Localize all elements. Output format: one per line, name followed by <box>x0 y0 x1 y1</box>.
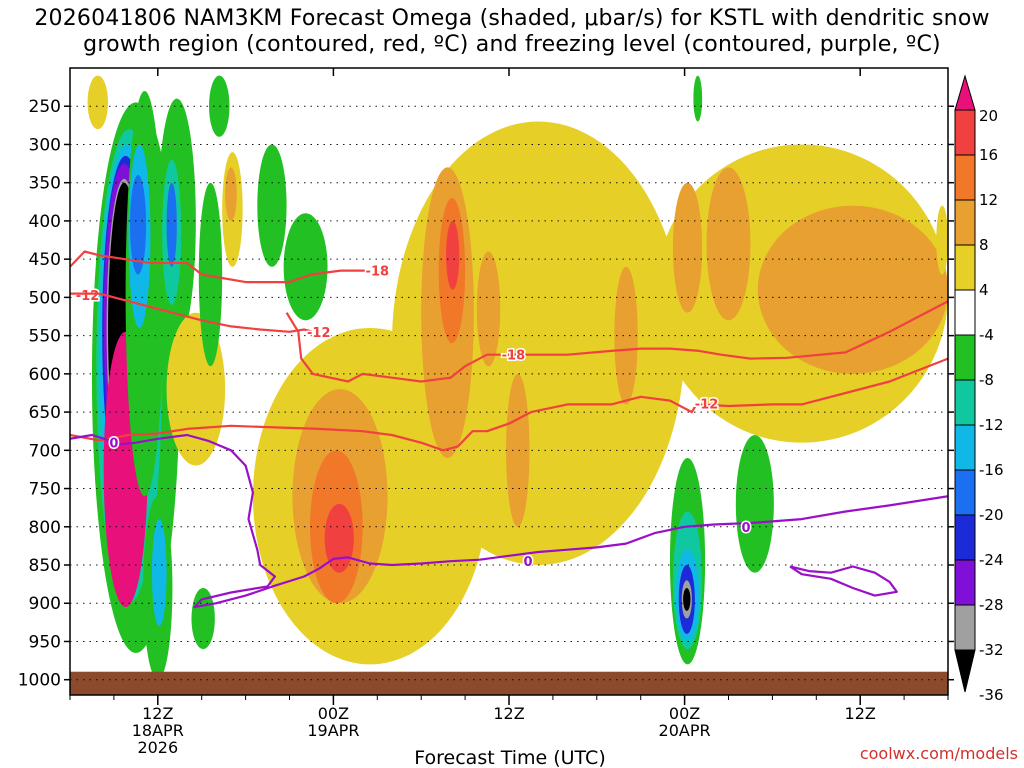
colorbar-swatch-9 <box>954 469 976 516</box>
dgz-contour-line-0 <box>70 250 368 284</box>
freezing-contour-label-2: 0 <box>742 521 751 536</box>
dgz-contour-label-1: -18 <box>366 265 390 280</box>
y-tick-label-800: 800 <box>29 518 61 538</box>
omega-region-0 <box>87 75 109 130</box>
colorbar-label-5: -4 <box>979 326 994 344</box>
y-tick-label-250: 250 <box>29 97 61 117</box>
colorbar-label-9: -20 <box>979 506 1004 524</box>
colorbar-swatch-3 <box>954 199 976 246</box>
omega-region-20 <box>257 144 287 267</box>
site-credit-link[interactable]: coolwx.com/models <box>859 744 1018 763</box>
colorbar-swatch-11 <box>954 559 976 606</box>
dgz-contour-line-3 <box>285 300 948 383</box>
y-tick-label-550: 550 <box>29 327 61 347</box>
colorbar-label-7: -12 <box>979 416 1004 434</box>
x-tick-label-3-0: 00Z <box>669 704 700 723</box>
colorbar-label-3: 8 <box>979 236 989 254</box>
colorbar-label-0: 20 <box>979 107 998 125</box>
x-tick-label-0-2: 2026 <box>137 738 178 757</box>
colorbar-swatch-1 <box>954 109 976 156</box>
colorbar-swatch-6 <box>954 334 976 381</box>
freezing-contour-label-0: 0 <box>109 437 118 452</box>
omega-region-47 <box>693 75 703 122</box>
colorbar-label-4: 4 <box>979 281 989 299</box>
omega-region-11 <box>129 175 147 275</box>
y-tick-label-1000: 1000 <box>18 671 61 691</box>
y-tick-label-700: 700 <box>29 441 61 461</box>
colorbar-label-10: -24 <box>979 551 1004 569</box>
dgz-contour-label-3: -18 <box>502 349 526 364</box>
terrain-ground <box>70 671 948 695</box>
freezing-contour-label-1: 0 <box>523 555 532 570</box>
x-tick-label-0-1: 18APR <box>132 721 184 740</box>
omega-region-39 <box>757 205 948 374</box>
omega-region-48 <box>936 205 948 275</box>
colorbar-swatch-5 <box>954 289 976 336</box>
omega-region-46 <box>735 435 774 573</box>
omega-region-16 <box>166 182 177 267</box>
colorbar-swatch-7 <box>954 379 976 426</box>
colorbar-label-11: -28 <box>979 596 1004 614</box>
x-tick-label-1-0: 00Z <box>318 704 349 723</box>
omega-region-33 <box>476 251 501 367</box>
x-tick-label-3-1: 20APR <box>659 721 711 740</box>
colorbar-label-8: -16 <box>979 461 1004 479</box>
x-tick-label-2-0: 12Z <box>493 704 524 723</box>
omega-region-21 <box>283 213 328 321</box>
colorbar-label-1: 16 <box>979 146 998 164</box>
y-tick-label-750: 750 <box>29 480 61 500</box>
freezing-contour-line-0 <box>70 433 948 609</box>
colorbar-label-13: -36 <box>979 686 1004 704</box>
colorbar-swatch-2 <box>954 154 976 201</box>
colorbar-swatch-12 <box>954 604 976 651</box>
omega-region-38 <box>706 167 751 321</box>
y-tick-label-300: 300 <box>29 135 61 155</box>
axes-layer: 250 300 350 400 450 500 550 600 650 700 750 800 850 9… <box>18 68 954 757</box>
y-tick-label-900: 900 <box>29 594 61 614</box>
colorbar-label-2: 12 <box>979 191 998 209</box>
contour-layer: -12 -18 -12 -18 -12 0 0 0 <box>70 250 948 609</box>
dgz-contour-label-0: -12 <box>76 289 100 304</box>
colorbar-label-12: -32 <box>979 641 1004 659</box>
colorbar-label-6: -8 <box>979 371 994 389</box>
y-tick-label-350: 350 <box>29 174 61 194</box>
omega-region-18 <box>209 75 230 137</box>
colorbar-swatch-8 <box>954 424 976 471</box>
colorbar: 20 16 12 8 4 -4 -8 -12 -16 -20 -24 -28 -32 -36 <box>954 74 1004 704</box>
x-tick-label-0-0: 12Z <box>142 704 173 723</box>
omega-region-35 <box>614 266 638 405</box>
chart-title-line-1: 2026041806 NAM3KM Forecast Omega (shaded… <box>34 6 990 31</box>
ground-layer <box>70 671 948 695</box>
dgz-contour-label-4: -12 <box>695 398 719 413</box>
colorbar-top-arrow <box>954 74 976 111</box>
omega-region-32 <box>446 220 460 290</box>
dgz-contour-label-2: -12 <box>307 326 331 341</box>
y-tick-label-450: 450 <box>29 250 61 270</box>
colorbar-swatch-4 <box>954 244 976 291</box>
omega-region-37 <box>672 182 703 313</box>
freezing-contour-line-3 <box>789 565 898 597</box>
chart-title-line-2: growth region (contoured, red, ºC) and f… <box>83 32 941 57</box>
colorbar-bottom-arrow <box>954 649 976 693</box>
omega-region-34 <box>506 373 530 527</box>
omega-region-24 <box>225 167 237 221</box>
y-tick-label-850: 850 <box>29 556 61 576</box>
omega-region-28 <box>324 503 354 573</box>
x-tick-label-4-0: 12Z <box>845 704 876 723</box>
y-tick-label-650: 650 <box>29 403 61 423</box>
x-axis-title: Forecast Time (UTC) <box>414 747 605 768</box>
omega-shading-layer <box>87 75 948 680</box>
x-tick-label-1-1: 19APR <box>307 721 359 740</box>
y-tick-label-950: 950 <box>29 632 61 652</box>
y-tick-label-500: 500 <box>29 288 61 308</box>
y-tick-label-600: 600 <box>29 365 61 385</box>
dgz-contour-line-4 <box>70 357 948 452</box>
y-tick-label-400: 400 <box>29 212 61 232</box>
colorbar-swatch-10 <box>954 514 976 561</box>
omega-region-45 <box>683 587 691 611</box>
omega-region-13 <box>151 519 167 627</box>
